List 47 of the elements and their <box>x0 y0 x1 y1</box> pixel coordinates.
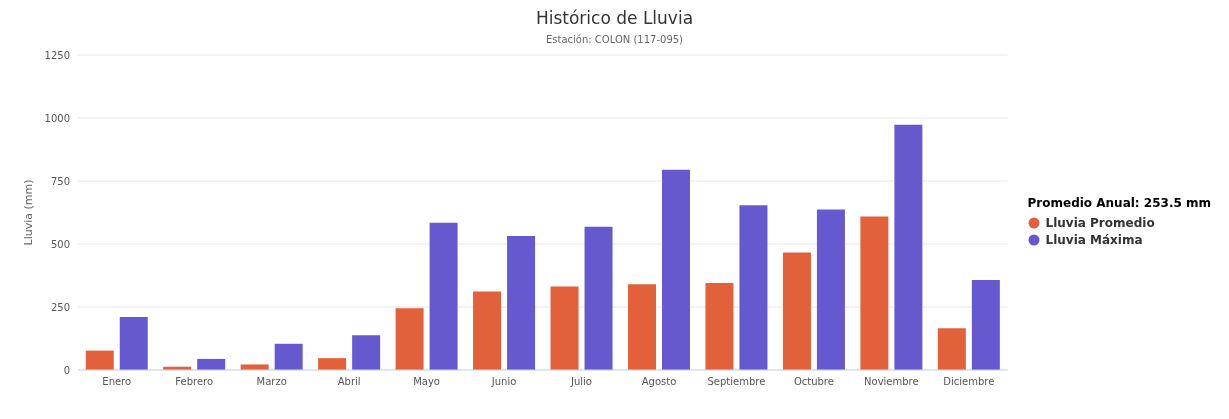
y-tick-label: 1250 <box>44 49 70 61</box>
y-tick-label: 500 <box>50 238 70 250</box>
x-tick-label: Septiembre <box>707 376 766 388</box>
bar <box>782 252 811 370</box>
y-tick-label: 1000 <box>44 112 70 124</box>
x-tick-label: Abril <box>337 376 361 388</box>
bar <box>661 169 690 370</box>
bar <box>894 124 923 370</box>
x-tick-label: Junio <box>490 376 517 388</box>
bar <box>395 308 424 370</box>
legend-title: Promedio Anual: 253.5 mm <box>1027 195 1211 210</box>
bar <box>119 317 148 370</box>
bar <box>860 216 889 370</box>
legend-label: Lluvia Promedio <box>1044 215 1156 230</box>
chart-title: Histórico de Lluvia <box>534 8 695 28</box>
bar <box>429 222 458 370</box>
x-tick-label: Diciembre <box>943 376 995 388</box>
chart-subtitle: Estación: COLON (117-095) <box>544 34 684 45</box>
bar <box>937 328 966 370</box>
y-axis-title: Lluvia (mm) <box>21 179 35 246</box>
bar <box>85 350 114 370</box>
y-tick-label: 250 <box>50 301 70 313</box>
x-tick-label: Enero <box>102 376 132 388</box>
y-tick-label: 750 <box>50 175 70 187</box>
bar <box>274 343 303 370</box>
bar <box>816 209 845 370</box>
bar <box>550 286 579 370</box>
bar <box>705 283 734 370</box>
bar <box>971 280 1000 370</box>
bar <box>240 364 269 370</box>
bar <box>318 358 347 370</box>
bar <box>584 226 613 370</box>
bar <box>627 284 656 370</box>
x-tick-label: Noviembre <box>864 376 919 388</box>
x-tick-label: Mayo <box>413 376 440 388</box>
x-tick-label: Marzo <box>256 376 287 388</box>
bar <box>507 235 536 370</box>
bar <box>473 291 502 370</box>
bar <box>197 358 226 370</box>
x-tick-label: Octubre <box>793 376 834 388</box>
bar <box>739 205 768 370</box>
x-tick-label: Febrero <box>175 376 214 388</box>
y-tick-label: 0 <box>63 364 70 376</box>
legend-label: Lluvia Máxima <box>1044 232 1144 247</box>
x-tick-label: Agosto <box>641 376 677 388</box>
bar <box>352 335 381 370</box>
x-tick-label: Julio <box>570 376 592 388</box>
